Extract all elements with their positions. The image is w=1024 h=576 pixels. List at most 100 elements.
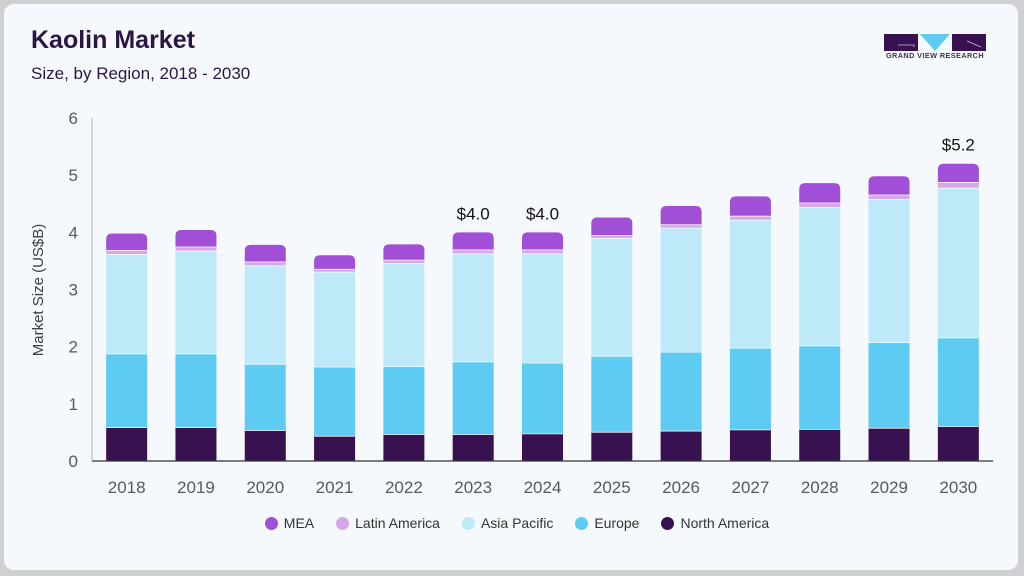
bar-segment [314,271,356,367]
legend-item[interactable]: Europe [575,515,639,531]
bar-segment [383,263,425,367]
logo-block-left [884,34,918,51]
bar-segment [244,261,286,266]
x-tick-label: 2027 [732,478,770,497]
bar-segment [452,253,494,362]
bar-segment [106,427,148,461]
logo-triangle [920,34,950,51]
bar-segment [522,362,563,434]
y-tick-label: 5 [69,166,78,185]
x-tick-label: 2023 [454,478,492,497]
bar-segment [452,249,494,254]
bar-segment [522,433,563,461]
bar-segment [799,428,841,461]
y-tick-label: 4 [69,223,78,242]
legend-item[interactable]: Asia Pacific [461,515,553,531]
bar-segment [452,434,494,461]
legend-item[interactable]: MEA [264,515,315,531]
bar-segment [660,227,702,352]
bar-segment [660,351,702,431]
bar-segment [175,250,217,354]
x-tick-label: 2029 [870,478,908,497]
legend-label: Latin America [355,515,440,531]
x-tick-label: 2026 [662,478,700,497]
bar-segment [937,426,979,461]
bar-stack-2025 [591,217,633,461]
bar-stack-2018 [106,233,148,461]
bar-segment [244,430,286,461]
bar-segment [106,254,148,354]
bar-segment [799,183,841,203]
bars [106,163,979,461]
bar-segment [729,429,771,461]
legend-label: North America [680,515,770,531]
bar-segment [591,355,633,432]
bar-segment [314,268,356,272]
bar-segment [799,202,841,208]
x-tick-label: 2028 [801,478,839,497]
bar-segment [937,187,979,338]
legend-item[interactable]: North America [661,515,769,531]
chart-title: Kaolin Market [31,26,195,54]
gvr-logo-icon [884,34,986,51]
bar-segment [383,366,425,435]
bar-segment [868,176,910,195]
bar-segment [660,224,702,228]
y-tick-label: 0 [69,452,78,471]
x-axis-ticks: 2018 2019 2020 2021 2022 2023 2024 2025 2026 2027… [108,478,978,497]
bar-segment [314,435,356,461]
bar-stack-2021 [314,255,356,461]
bar-segment [729,215,771,220]
bar-segment [175,353,217,428]
bar-segment [314,366,356,436]
bar-segment [383,244,425,260]
data-label: $5.2 [942,136,975,155]
chart-card [4,4,1018,570]
bar-stack-2022 [383,244,425,461]
bar-segment [937,163,979,183]
legend-item[interactable]: Latin America [336,515,440,531]
bar-segment [660,430,702,461]
legend: MEA Latin America Asia Pacific Europe North … [0,515,1024,531]
bar-segment [660,206,702,225]
bar-segment [868,342,910,428]
x-tick-label: 2024 [524,478,562,497]
bar-stack-2026 [660,206,702,461]
bar-segment [729,196,771,216]
x-tick-label: 2021 [316,478,354,497]
bar-segment [314,255,356,269]
y-tick-label: 6 [69,109,78,128]
bar-segment [106,250,148,255]
x-tick-label: 2020 [246,478,284,497]
legend-swatch-icon [461,516,475,530]
x-tick-label: 2022 [385,478,423,497]
bar-stack-2023 [452,232,494,461]
legend-swatch-icon [264,516,278,530]
bar-stack-2027 [729,196,771,461]
bar-segment [106,233,148,251]
bar-segment [591,217,633,236]
y-tick-label: 2 [69,338,78,357]
chart-subtitle: Size, by Region, 2018 - 2030 [31,64,251,83]
bar-segment [522,253,563,363]
bar-segment [868,427,910,461]
bar-segment [868,194,910,200]
x-tick-label: 2025 [593,478,631,497]
y-axis-label: Market Size (US$B) [30,224,47,357]
logo-text: GRAND VIEW RESEARCH [885,51,984,60]
bar-segment [799,207,841,346]
y-tick-label: 1 [69,395,78,414]
bar-stack-2028 [799,183,841,461]
bar-segment [591,235,633,239]
legend-swatch-icon [661,516,675,530]
bar-segment [452,361,494,435]
bar-segment [175,230,217,247]
bar-segment [175,246,217,251]
legend-label: MEA [283,515,315,531]
legend-swatch-icon [575,516,589,530]
bar-segment [591,431,633,461]
bar-segment [244,265,286,364]
bar-segment [591,238,633,356]
bar-segment [937,182,979,188]
